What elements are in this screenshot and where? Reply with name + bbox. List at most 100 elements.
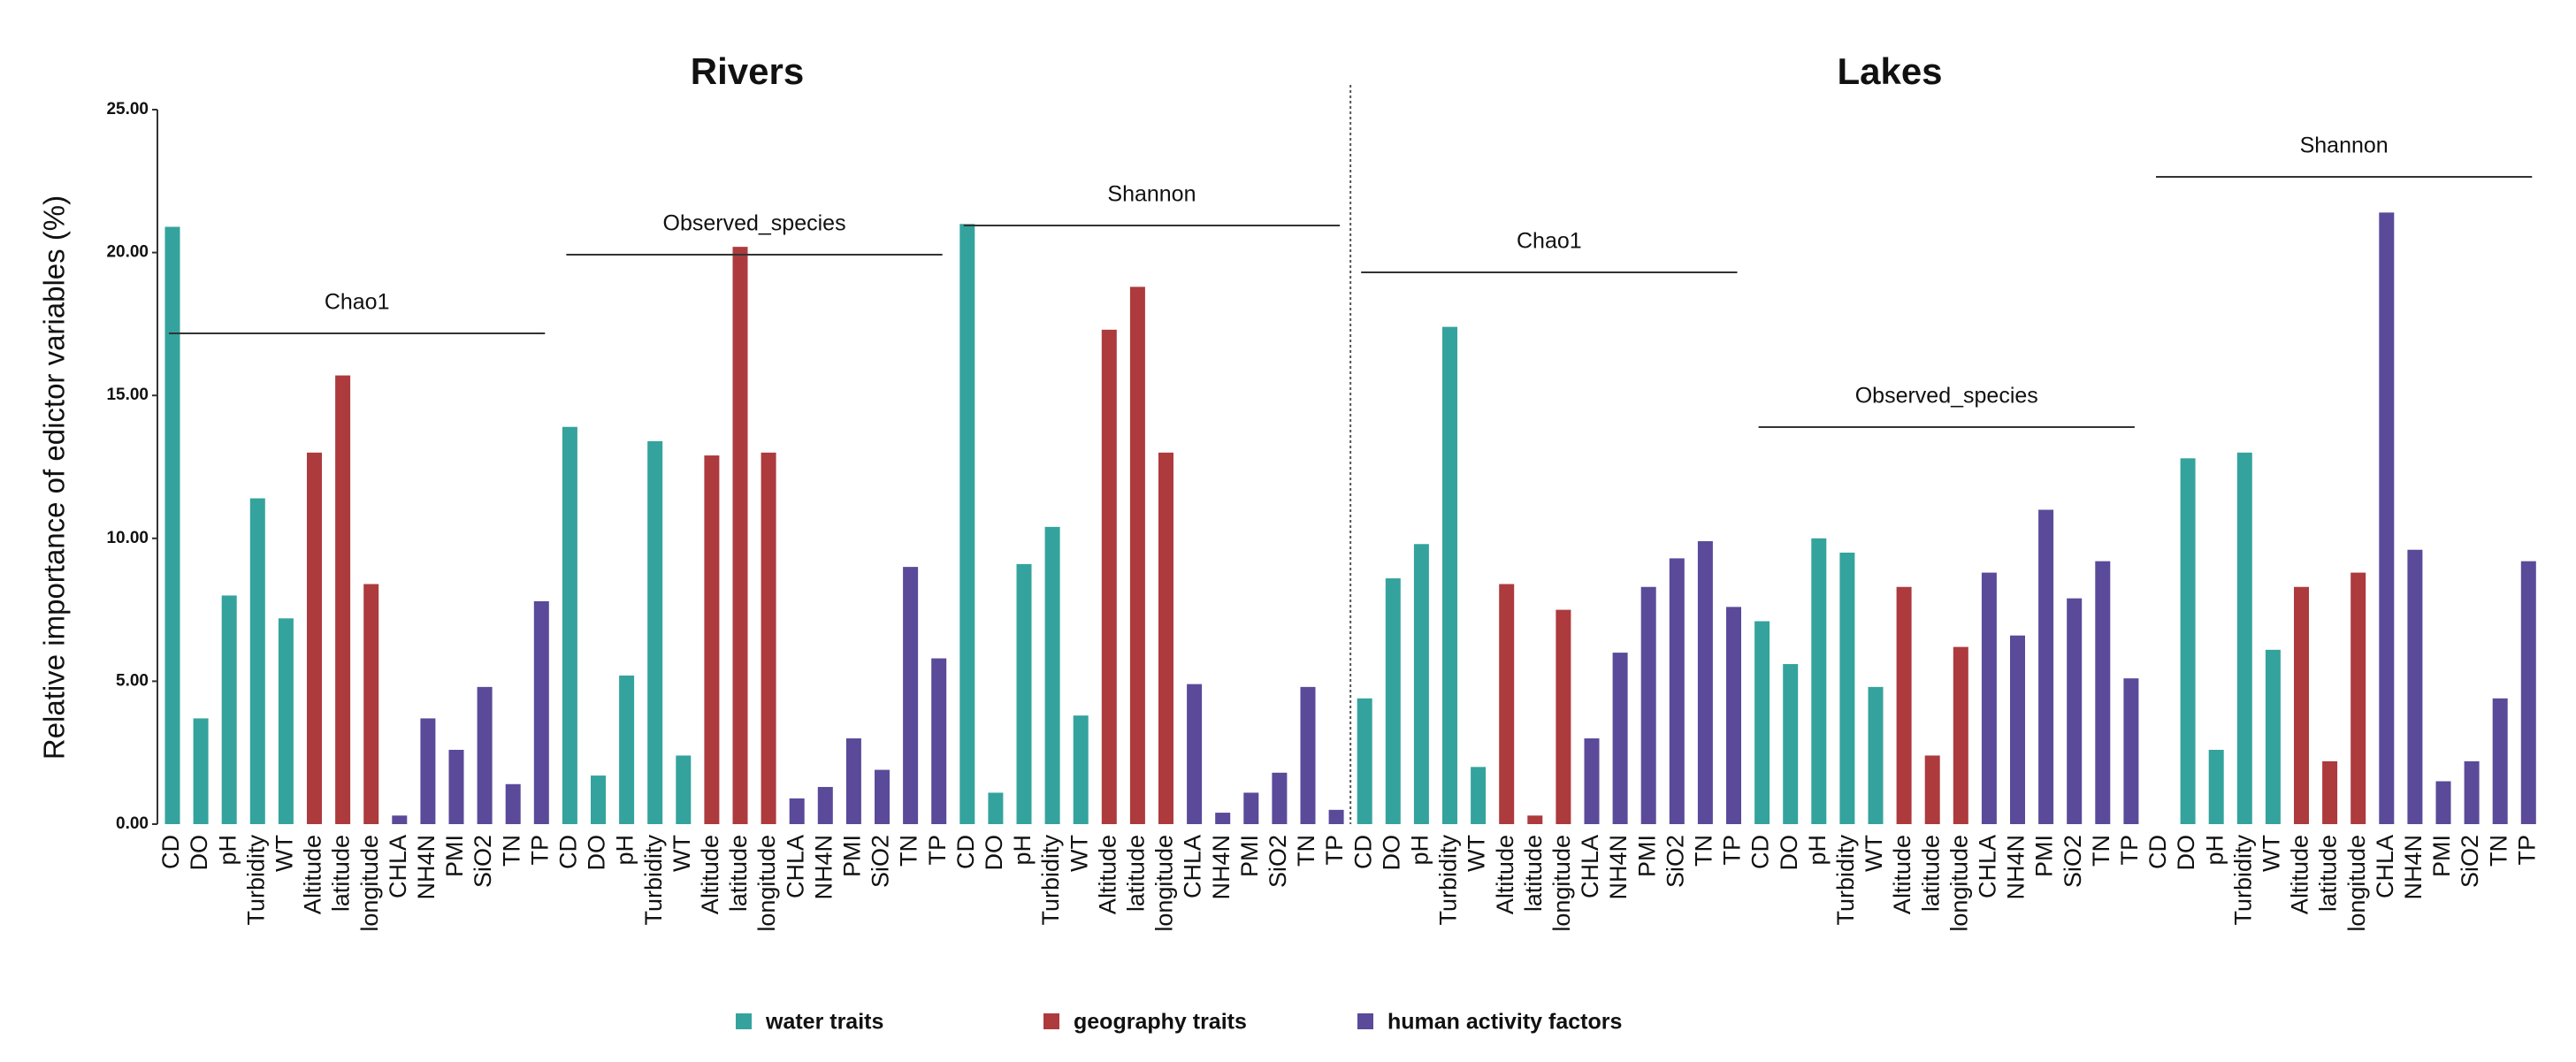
- bar: [1981, 572, 1997, 824]
- x-tick-label: Altitude: [1889, 835, 1915, 914]
- x-tick-label: latitude: [1520, 835, 1547, 912]
- x-tick-label: CD: [1747, 835, 1774, 869]
- bar: [676, 755, 692, 824]
- x-tick-label: TP: [1321, 835, 1348, 866]
- bar: [2180, 458, 2196, 824]
- x-tick-label: CHLA: [2372, 835, 2398, 898]
- bar: [1357, 698, 1372, 824]
- bar: [1527, 815, 1543, 824]
- x-tick-label: longitude: [753, 835, 780, 932]
- x-tick-label: NH4N: [2400, 835, 2427, 900]
- x-tick-label: CD: [157, 835, 184, 869]
- bar: [2294, 586, 2309, 824]
- bar: [221, 595, 237, 824]
- y-tick-label: 25.00: [106, 100, 149, 118]
- x-tick-label: TP: [526, 835, 553, 866]
- bar: [1272, 772, 1288, 824]
- x-tick-label: SiO2: [868, 835, 894, 888]
- bar: [591, 775, 606, 824]
- bar: [1640, 586, 1656, 824]
- x-tick-label: DO: [1776, 835, 1802, 871]
- bar: [1215, 813, 1231, 824]
- x-tick-label: NH4N: [1605, 835, 1632, 900]
- x-tick-label: DO: [186, 835, 212, 871]
- x-tick-label: Turbidity: [1037, 835, 1064, 926]
- bar: [2464, 760, 2480, 824]
- bar: [1811, 538, 1827, 824]
- x-tick-label: Turbidity: [640, 835, 667, 926]
- bar: [1044, 526, 1060, 824]
- x-tick-label: TN: [1691, 835, 1717, 867]
- x-tick-label: WT: [1066, 835, 1092, 872]
- bar: [2010, 635, 2025, 824]
- group-label: Observed_species: [1855, 384, 2038, 409]
- x-tick-label: latitude: [1917, 835, 1944, 912]
- group-label: Shannon: [1107, 182, 1196, 207]
- x-tick-label: CD: [952, 835, 979, 869]
- x-tick-label: PMI: [441, 835, 468, 877]
- bar: [1442, 326, 1457, 825]
- bar: [164, 226, 180, 825]
- bar: [2351, 572, 2366, 824]
- bar: [448, 749, 464, 824]
- x-tick-label: Turbidity: [242, 835, 269, 926]
- x-tick-label: latitude: [2315, 835, 2342, 912]
- x-tick-label: TP: [924, 835, 951, 866]
- bar: [1612, 653, 1628, 824]
- x-tick-label: WT: [2259, 835, 2285, 872]
- x-tick-label: CHLA: [1975, 835, 2001, 898]
- x-tick-label: pH: [1009, 835, 1036, 866]
- bar: [2407, 549, 2423, 824]
- x-tick-label: CHLA: [1577, 835, 1603, 898]
- group-label: Observed_species: [663, 211, 846, 236]
- x-tick-label: WT: [271, 835, 298, 872]
- x-tick-label: longitude: [1548, 835, 1575, 932]
- x-tick-label: NH4N: [1208, 835, 1234, 900]
- bar: [1471, 767, 1487, 824]
- x-tick-label: TN: [498, 835, 524, 867]
- x-tick-label: pH: [1804, 835, 1831, 866]
- x-tick-label: longitude: [1945, 835, 1972, 932]
- bar: [732, 247, 748, 824]
- bar: [903, 567, 919, 824]
- bar: [335, 375, 351, 824]
- bar: [2095, 561, 2111, 824]
- x-tick-label: CHLA: [1180, 835, 1206, 898]
- x-tick-label: DO: [981, 835, 1007, 871]
- bar: [1783, 664, 1799, 824]
- bar: [562, 426, 577, 824]
- bar: [1924, 755, 1940, 824]
- panel-title: Rivers: [691, 50, 804, 92]
- bar: [2322, 760, 2338, 824]
- x-tick-label: longitude: [2343, 835, 2370, 932]
- y-tick-label: 0.00: [116, 814, 149, 833]
- bar: [1328, 809, 1344, 824]
- x-tick-label: Turbidity: [1832, 835, 1859, 926]
- x-tick-label: Altitude: [697, 835, 723, 914]
- x-tick-label: DO: [584, 835, 610, 871]
- bar: [704, 455, 720, 824]
- x-tick-label: PMI: [2428, 835, 2455, 877]
- x-tick-label: pH: [1407, 835, 1433, 866]
- x-tick-label: SiO2: [2060, 835, 2086, 888]
- legend-swatch: [1357, 1013, 1373, 1029]
- x-tick-label: WT: [669, 835, 695, 872]
- bar: [2520, 561, 2536, 824]
- legend-swatch: [1043, 1013, 1059, 1029]
- x-tick-label: Altitude: [2287, 835, 2313, 914]
- x-tick-label: TN: [896, 835, 922, 867]
- x-tick-label: latitude: [725, 835, 752, 912]
- x-tick-label: TP: [2116, 835, 2143, 866]
- bar: [1243, 792, 1259, 824]
- x-tick-label: Altitude: [300, 835, 326, 914]
- bar: [1499, 584, 1515, 824]
- bar: [1868, 686, 1884, 824]
- x-tick-label: Altitude: [1094, 835, 1120, 914]
- x-tick-label: latitude: [1123, 835, 1150, 912]
- legend-label: human activity factors: [1387, 1010, 1622, 1035]
- y-tick-label: 20.00: [106, 243, 149, 262]
- bar: [1584, 738, 1600, 824]
- x-tick-label: SiO2: [2457, 835, 2483, 888]
- y-axis-label: Relative importance of edictor variables…: [38, 195, 71, 760]
